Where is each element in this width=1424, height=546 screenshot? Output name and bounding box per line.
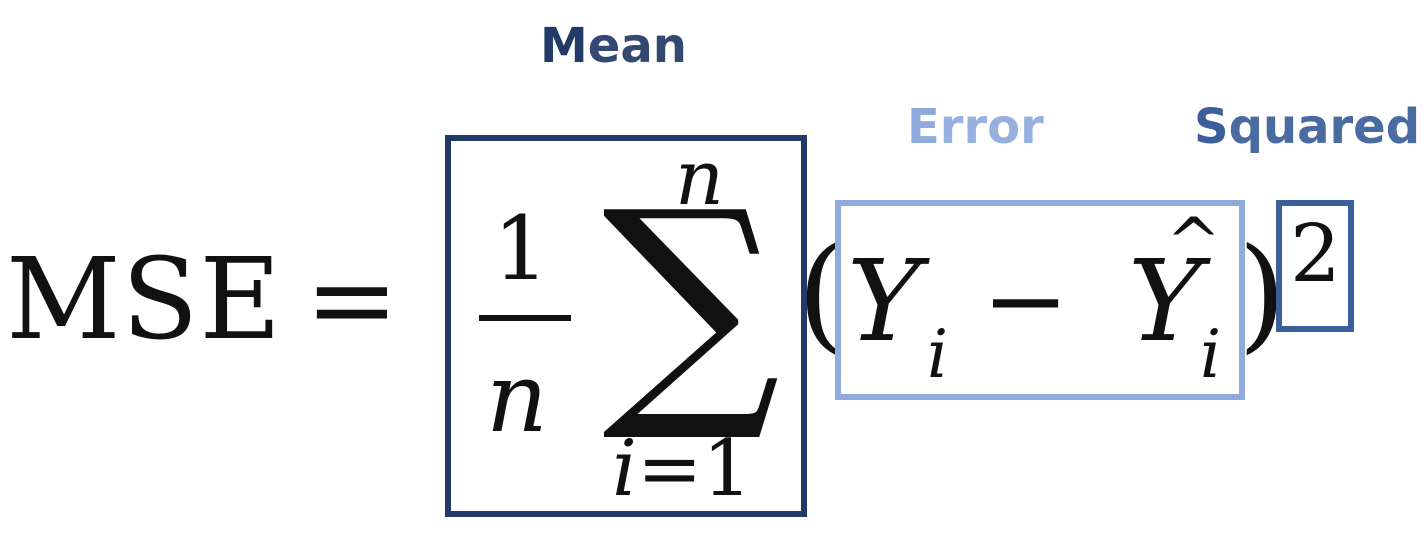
- error-label-rest: rror: [939, 99, 1044, 155]
- squared-label-initial: S: [1194, 99, 1229, 155]
- squared-highlight-box: [1276, 200, 1354, 332]
- fraction-bar: [479, 315, 571, 321]
- sum-lower-limit: i=1: [612, 430, 752, 508]
- sum-lower-value: 1: [702, 424, 752, 514]
- squared-label: Squared: [1194, 103, 1420, 151]
- hat-accent: ^: [1166, 204, 1222, 281]
- error-label-initial: E: [907, 99, 940, 155]
- equals-sign: =: [305, 235, 399, 365]
- sum-upper-limit: n: [675, 133, 724, 222]
- mean-label-initial: M: [540, 18, 588, 74]
- sum-lower-equals: =: [636, 424, 703, 514]
- predicted-subscript: i: [1200, 316, 1222, 393]
- formula-lhs: MSE: [6, 235, 283, 365]
- mean-highlight-box: [445, 135, 807, 517]
- observed-value: Y: [847, 237, 921, 367]
- mean-label: Mean: [540, 22, 687, 70]
- observed-subscript: i: [927, 316, 949, 393]
- squared-label-rest: quared: [1228, 99, 1421, 155]
- minus-sign: −: [982, 239, 1070, 361]
- summation-symbol: ∑: [602, 157, 781, 448]
- error-label: Error: [907, 103, 1044, 151]
- fraction-denominator: n: [486, 342, 548, 454]
- error-highlight-box: [835, 200, 1245, 400]
- exponent: 2: [1290, 207, 1341, 300]
- fraction-numerator: 1: [493, 197, 549, 300]
- predicted-value: Y: [1128, 237, 1202, 367]
- mean-label-rest: ean: [587, 18, 687, 74]
- sum-lower-index: i: [612, 424, 637, 514]
